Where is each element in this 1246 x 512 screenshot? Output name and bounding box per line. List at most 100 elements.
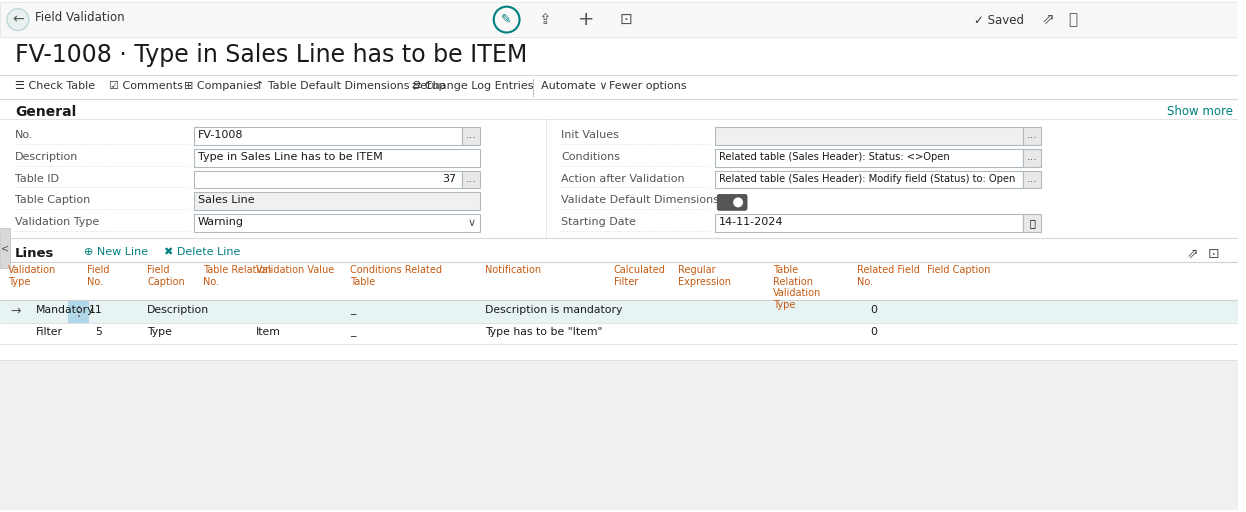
Bar [67,301,90,323]
Text: 0: 0 [870,327,877,336]
Text: Filter: Filter [36,327,62,336]
Text: 5: 5 [96,327,102,336]
Bar [0,345,1237,360]
Bar [0,301,1237,323]
Text: Conditions: Conditions [561,152,621,162]
Text: ...: ... [1027,174,1038,183]
Text: Related table (Sales Header): Modify field (Status) to: Open: Related table (Sales Header): Modify fie… [719,174,1015,183]
Bar [193,148,480,166]
Text: ⇗: ⇗ [1186,247,1197,261]
FancyBboxPatch shape [718,195,748,210]
Text: Item: Item [257,327,282,336]
Text: Related Field
No.: Related Field No. [857,265,921,287]
Text: Show more: Show more [1168,105,1234,118]
Text: ✖ Delete Line: ✖ Delete Line [164,247,240,257]
Text: ...: ... [1027,152,1038,162]
Text: Automate ∨: Automate ∨ [542,81,608,91]
Bar [462,170,480,188]
Text: 14-11-2024: 14-11-2024 [719,217,784,227]
Bar [1023,215,1042,232]
Bar [1023,170,1042,188]
Text: ⊕ New Line: ⊕ New Line [85,247,148,257]
Bar [715,127,1023,145]
Text: Sales Line: Sales Line [198,196,254,205]
Text: Field Caption: Field Caption [927,265,991,275]
Text: ✎: ✎ [501,13,512,26]
Text: Type in Sales Line has to be ITEM: Type in Sales Line has to be ITEM [198,152,383,162]
Text: ∨: ∨ [467,218,476,228]
Text: ⊞ Companies: ⊞ Companies [183,81,259,91]
Text: Description: Description [15,152,78,162]
Text: FV-1008 · Type in Sales Line has to be ITEM: FV-1008 · Type in Sales Line has to be I… [15,44,527,68]
Text: 📅: 📅 [1029,218,1035,228]
Bar [715,170,1023,188]
Text: ...: ... [466,130,477,140]
Text: Field
Caption: Field Caption [147,265,184,287]
Text: Type: Type [147,327,172,336]
Text: General: General [15,105,76,119]
Bar [193,193,480,210]
Text: Description is mandatory: Description is mandatory [485,305,622,315]
Text: 11: 11 [88,305,102,315]
Text: Conditions Related
Table: Conditions Related Table [350,265,441,287]
Text: Field
No.: Field No. [87,265,110,287]
Text: ⊡: ⊡ [619,12,632,27]
Text: No.: No. [15,130,34,140]
Text: Type has to be "Item": Type has to be "Item" [485,327,602,336]
Text: FV-1008: FV-1008 [198,130,243,140]
Bar [193,215,480,232]
Text: Notification: Notification [485,265,541,275]
Text: Table ID: Table ID [15,174,59,183]
Bar [0,228,10,268]
Bar [1023,148,1042,166]
Text: ⤢: ⤢ [1068,12,1078,27]
Text: 37: 37 [442,174,456,183]
Bar [0,2,1237,37]
Text: Mandatory: Mandatory [36,305,95,315]
Text: ←: ← [12,13,24,27]
Text: Lines: Lines [15,247,55,260]
Text: Validation Type: Validation Type [15,217,100,227]
Text: +: + [578,10,594,29]
Text: <: < [1,243,9,253]
Text: Table Relation
No.: Table Relation No. [203,265,272,287]
Text: Calculated
Filter: Calculated Filter [614,265,665,287]
Text: Table Caption: Table Caption [15,196,90,205]
Bar [462,127,480,145]
Bar [0,359,1237,510]
Text: ⊡: ⊡ [1209,247,1220,261]
Text: ⇗: ⇗ [1042,12,1054,27]
Text: Related table (Sales Header): Status: <>Open: Related table (Sales Header): Status: <>… [719,152,949,162]
Text: ⋮: ⋮ [71,305,86,318]
Text: Regular
Expression: Regular Expression [678,265,730,287]
Text: ...: ... [466,174,477,183]
Text: Starting Date: Starting Date [561,217,637,227]
Bar [1023,127,1042,145]
Bar [193,170,462,188]
Text: Validation
Type: Validation Type [7,265,56,287]
Bar [193,127,462,145]
Text: Validation Value: Validation Value [257,265,334,275]
Text: Fewer options: Fewer options [609,81,687,91]
Text: ☑ Comments: ☑ Comments [110,81,183,91]
Bar [715,148,1023,166]
Text: Action after Validation: Action after Validation [561,174,685,183]
Text: ⇄ Change Log Entries: ⇄ Change Log Entries [412,81,533,91]
Text: Warning: Warning [198,217,244,227]
Circle shape [733,198,743,207]
Text: Validate Default Dimensions: Validate Default Dimensions [561,196,719,205]
Text: ⇪: ⇪ [538,12,551,27]
Text: 0: 0 [870,305,877,315]
Text: Init Values: Init Values [561,130,619,140]
Bar [715,215,1023,232]
Text: _: _ [350,327,355,336]
Text: ✓ Saved: ✓ Saved [973,14,1023,27]
Text: Description: Description [147,305,209,315]
Text: ☰ Check Table: ☰ Check Table [15,81,95,91]
Text: Table
Relation
Validation
Type: Table Relation Validation Type [773,265,821,310]
Text: _: _ [350,305,355,315]
Text: ↑ Table Default Dimensions Setup: ↑ Table Default Dimensions Setup [255,81,446,91]
Text: Field Validation: Field Validation [35,11,125,24]
Text: →: → [10,305,20,318]
Circle shape [7,9,29,31]
